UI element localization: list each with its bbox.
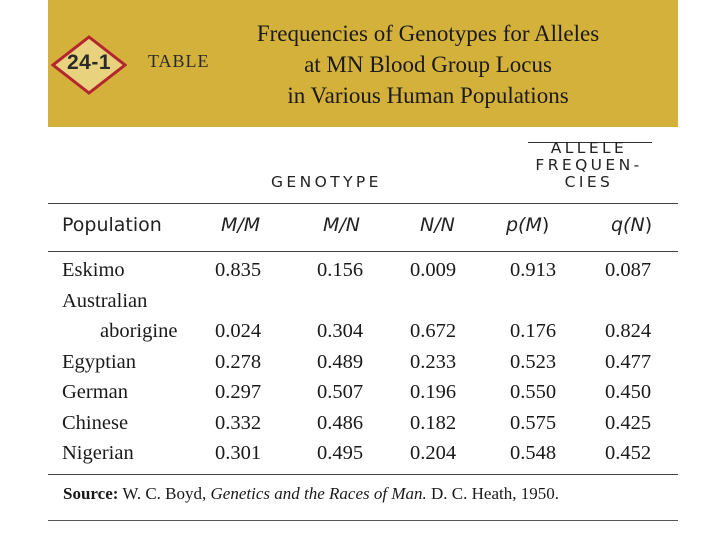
cell-population: German [62, 381, 129, 403]
cell-mm: 0.301 [215, 442, 262, 464]
cell-population: Egyptian [62, 350, 137, 373]
table-row: Chinese 0.332 0.486 0.182 0.575 0.425 [48, 410, 678, 441]
table-title: Frequencies of Genotypes for Alleles at … [232, 18, 624, 111]
table-row: Eskimo 0.835 0.156 0.009 0.913 0.087 [48, 257, 678, 288]
table-body: Eskimo 0.835 0.156 0.009 0.913 0.087 Aus… [48, 257, 678, 471]
badge-diamond [51, 35, 127, 95]
cell-pm: 0.575 [510, 411, 557, 434]
col-header-pm: p(M) [506, 214, 550, 236]
cell-mm: 0.332 [215, 411, 262, 434]
table-number: 24-1 [66, 51, 112, 74]
cell-population: Nigerian [62, 442, 134, 464]
cell-pm: 0.913 [510, 259, 557, 281]
table-number-badge [51, 35, 127, 95]
cell-qn: 0.425 [605, 411, 652, 434]
cell-qn: 0.087 [605, 259, 652, 281]
table-top-rule [48, 203, 678, 204]
table-bottom-rule [48, 474, 678, 475]
source-label: Source: [63, 484, 119, 503]
table-row-continuation: Australian [48, 288, 678, 319]
cell-mn: 0.156 [317, 259, 364, 281]
col-header-population: Population [62, 214, 162, 236]
table-row: Egyptian 0.278 0.489 0.233 0.523 0.477 [48, 349, 678, 380]
cell-nn: 0.672 [410, 320, 457, 342]
allele-label-line: CIES [564, 173, 614, 191]
allele-group-rule [528, 142, 652, 143]
cell-population: aborigine [100, 320, 178, 342]
allele-label-line: ALLELE [550, 139, 628, 157]
cell-qn: 0.450 [605, 381, 652, 403]
header-band [48, 0, 678, 127]
header-separator-rule [48, 251, 678, 252]
cell-qn: 0.824 [605, 320, 652, 342]
col-header-mn: M/N [323, 214, 361, 236]
cell-mn: 0.495 [317, 442, 364, 464]
cell-population: Eskimo [62, 259, 125, 281]
title-line: at MN Blood Group Locus [304, 52, 552, 77]
cell-mm: 0.024 [215, 320, 262, 342]
cell-pm: 0.523 [510, 350, 557, 373]
column-header-row: Population M/M M/N N/N p(M) q(N) [48, 214, 678, 244]
table-row: German 0.297 0.507 0.196 0.550 0.450 [48, 379, 678, 410]
cell-mm: 0.297 [215, 381, 262, 403]
cell-qn: 0.452 [605, 442, 652, 464]
cell-mm: 0.278 [215, 350, 262, 373]
allele-frequencies-group-label: ALLELE FREQUEN- CIES [524, 140, 654, 191]
cell-population: Chinese [62, 411, 129, 434]
cell-nn: 0.233 [410, 350, 457, 373]
source-footnote: Source: W. C. Boyd, Genetics and the Rac… [63, 484, 559, 504]
col-header-qn: q(N) [611, 214, 653, 236]
cell-mn: 0.507 [317, 381, 364, 403]
cell-mn: 0.486 [317, 411, 364, 434]
cell-mn: 0.304 [317, 320, 364, 342]
title-line: in Various Human Populations [287, 83, 569, 108]
col-header-nn: N/N [420, 214, 455, 236]
cell-mm: 0.835 [215, 259, 262, 281]
cell-population-line1: Australian [62, 289, 148, 312]
cell-mn: 0.489 [317, 350, 364, 373]
cell-nn: 0.196 [410, 381, 457, 403]
col-header-mm: M/M [221, 214, 261, 236]
table-row: Nigerian 0.301 0.495 0.204 0.548 0.452 [48, 440, 678, 471]
cell-pm: 0.176 [510, 320, 557, 342]
cell-pm: 0.548 [510, 442, 557, 464]
cell-nn: 0.009 [410, 259, 457, 281]
source-author: W. C. Boyd, [122, 484, 211, 503]
cell-qn: 0.477 [605, 350, 652, 373]
table-row: aborigine 0.024 0.304 0.672 0.176 0.824 [48, 318, 678, 349]
genotype-group-label: GENOTYPE [271, 173, 382, 191]
cell-pm: 0.550 [510, 381, 557, 403]
title-line: Frequencies of Genotypes for Alleles [256, 21, 600, 46]
source-publisher: D. C. Heath, 1950. [426, 484, 559, 503]
table-label: TABLE [148, 51, 210, 71]
page-bottom-rule [48, 520, 678, 521]
source-book-title: Genetics and the Races of Man. [210, 484, 427, 503]
cell-nn: 0.204 [410, 442, 457, 464]
allele-label-line: FREQUEN- [535, 156, 643, 174]
cell-nn: 0.182 [410, 411, 457, 434]
